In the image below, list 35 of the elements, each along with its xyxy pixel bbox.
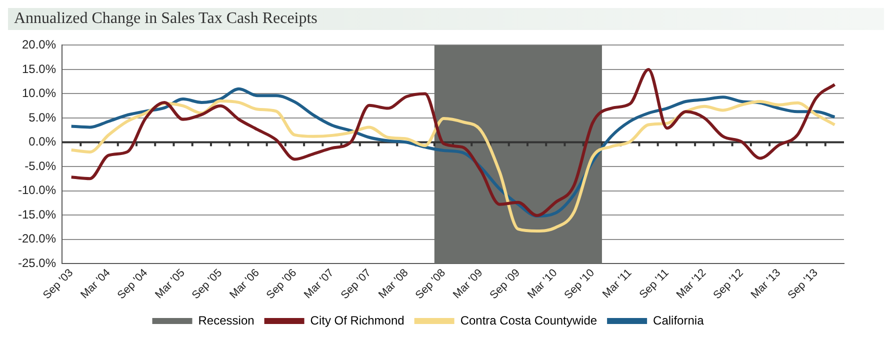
x-tick-label: Mar '08 (376, 266, 411, 302)
x-tick-label: Sep '11 (637, 266, 672, 302)
y-tick-label: 10.0% (22, 86, 56, 100)
x-tick-label: Sep '05 (190, 266, 225, 302)
y-tick-label: -20.0% (18, 232, 56, 246)
x-tick-label: Sep '07 (338, 266, 374, 302)
legend-label: City Of Richmond (310, 313, 404, 328)
x-tick-label: Sep '10 (562, 266, 597, 302)
x-tick-label: Mar '04 (78, 266, 113, 302)
x-tick-label: Sep '09 (488, 266, 522, 302)
x-tick-label: Mar '07 (302, 266, 336, 302)
legend-label: Contra Costa Countywide (460, 313, 598, 328)
x-tick-label: Mar '06 (228, 266, 262, 302)
x-tick-label: Mar '11 (600, 266, 634, 301)
line-series (70, 99, 836, 233)
y-tick-label: 5.0% (28, 110, 56, 124)
y-tick-label: -10.0% (18, 183, 56, 198)
legend-label: California (653, 313, 704, 328)
y-tick-label: -15.0% (18, 207, 56, 222)
y-tick-label: -5.0% (24, 158, 56, 173)
x-tick-label: Sep '13 (786, 266, 820, 302)
x-tick-label: Mar '12 (674, 266, 709, 302)
y-tick-label: 20.0% (22, 38, 56, 52)
x-tick-label: Mar '10 (525, 266, 560, 302)
x-tick-label: Mar '09 (451, 266, 486, 302)
chart-title: Annualized Change in Sales Tax Cash Receipts (8, 8, 884, 30)
y-tick-label: 0.0% (28, 134, 56, 149)
y-tick-label: 15.0% (22, 62, 56, 76)
x-tick-label: Sep '04 (115, 266, 150, 302)
legend-label: Recession (198, 313, 254, 328)
x-tick-label: Sep '06 (264, 266, 300, 302)
x-tick-label: Sep '12 (711, 266, 746, 302)
x-tick-label: Mar '05 (153, 266, 188, 302)
x-tick-label: Mar '13 (748, 266, 784, 302)
x-tick-label: Sep '08 (413, 266, 448, 302)
